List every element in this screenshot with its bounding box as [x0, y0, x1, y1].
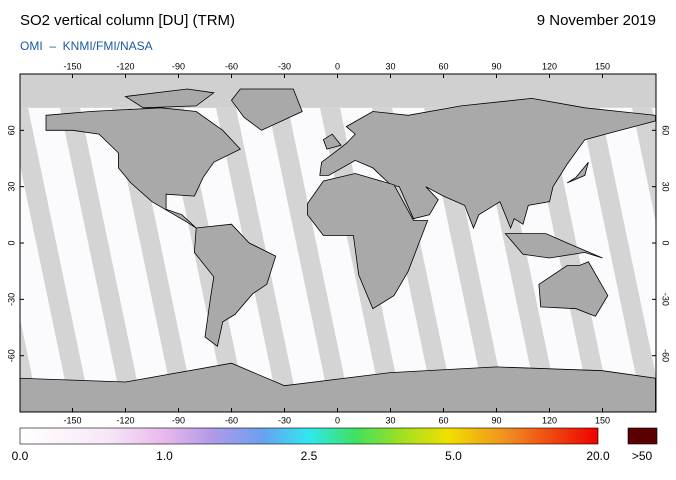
lon-label-bottom: 60 [438, 415, 448, 425]
lon-label-top: -150 [63, 61, 81, 71]
lon-label-top: 120 [542, 61, 557, 71]
lat-label-right: 30 [661, 182, 671, 192]
landmass [538, 261, 609, 317]
lat-label-right: -60 [661, 349, 671, 362]
colorbar-label: 1.0 [156, 449, 173, 463]
colorbar-overflow-label: >50 [632, 449, 653, 463]
lon-label-bottom: -150 [63, 415, 81, 425]
landmass [504, 233, 603, 259]
landmass [319, 97, 656, 230]
colorbar-label: 2.5 [301, 449, 318, 463]
lon-label-top: 90 [491, 61, 501, 71]
lat-label-left: 30 [6, 182, 16, 192]
orbit-gap [632, 107, 656, 223]
lon-label-top: 60 [438, 61, 448, 71]
ticks: -150 -150 -120 -120 -90 -90 -60 -60 -30 -30 0 0 30 30… [6, 61, 670, 425]
lon-label-bottom: -90 [172, 415, 185, 425]
lat-label-right: 0 [661, 240, 671, 245]
lon-label-top: -60 [225, 61, 238, 71]
lon-label-bottom: -120 [116, 415, 134, 425]
colorbar [19, 427, 599, 445]
landmass [566, 161, 589, 184]
lon-label-bottom: -30 [278, 415, 291, 425]
lat-label-right: -30 [661, 293, 671, 306]
colorbar-label: 0.0 [12, 449, 29, 463]
landmass [322, 133, 342, 150]
lat-label-right: 60 [661, 125, 671, 135]
lon-label-bottom: 0 [335, 415, 340, 425]
lon-label-bottom: 150 [595, 415, 610, 425]
polar-band [20, 74, 656, 86]
orbit-gap [20, 107, 86, 386]
title: SO2 vertical column [DU] (TRM) [20, 12, 235, 29]
lon-label-top: -120 [116, 61, 134, 71]
landmass [45, 107, 241, 229]
landmass [230, 88, 303, 131]
lon-label-top: 0 [335, 61, 340, 71]
lon-label-bottom: -60 [225, 415, 238, 425]
colorbar-label: 5.0 [445, 449, 462, 463]
orbit-gap [268, 107, 346, 386]
orbit-gap [580, 107, 656, 386]
landmass [193, 223, 277, 347]
lon-label-bottom: 120 [542, 415, 557, 425]
lon-label-top: -30 [278, 61, 291, 71]
orbit-gap [60, 107, 138, 386]
landmass [20, 362, 656, 412]
orbit-gap [20, 318, 34, 386]
landmass [307, 173, 429, 310]
source: OMI – KNMI/FMI/NASA [20, 39, 153, 53]
lat-label-left: -30 [6, 293, 16, 306]
lat-label-left: -60 [6, 349, 16, 362]
lon-label-top: 150 [595, 61, 610, 71]
colorbar-overflow [627, 427, 658, 445]
colorbar-label: 20.0 [586, 449, 610, 463]
lat-label-left: 0 [6, 240, 16, 245]
lon-label-top: -90 [172, 61, 185, 71]
date: 9 November 2019 [537, 12, 656, 29]
lon-label-bottom: 90 [491, 415, 501, 425]
lon-label-bottom: 30 [385, 415, 395, 425]
map [20, 74, 656, 412]
lat-label-left: 60 [6, 125, 16, 135]
lon-label-top: 30 [385, 61, 395, 71]
landmass [124, 88, 215, 109]
